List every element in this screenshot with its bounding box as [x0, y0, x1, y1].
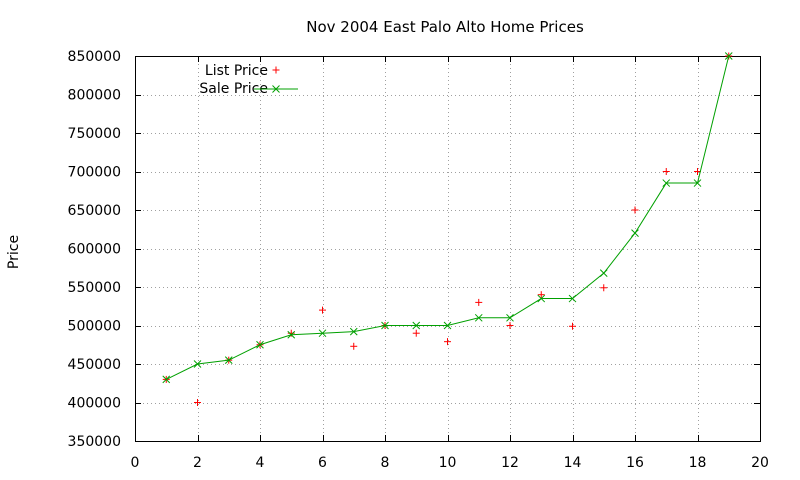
- data-point: [318, 329, 327, 338]
- data-point: [287, 330, 296, 339]
- x-tick-label: 12: [501, 455, 519, 471]
- data-point: [443, 321, 452, 330]
- data-point: [412, 321, 421, 330]
- data-point: [224, 356, 233, 365]
- series-list-price: [162, 52, 733, 406]
- data-point: [444, 338, 451, 346]
- y-tick-label: 750000: [68, 126, 121, 142]
- x-tick-label: 8: [381, 455, 390, 471]
- series-line: [166, 55, 730, 380]
- data-point: [193, 360, 202, 368]
- data-point: [631, 206, 639, 214]
- plot-frame: [135, 56, 761, 442]
- data-point: [474, 313, 483, 322]
- y-tick-labels: 350000 400000 450000 500000 550000 600000 6500…: [68, 49, 121, 450]
- data-point: [599, 269, 608, 277]
- data-point: [287, 329, 295, 337]
- x-tick-label: 16: [626, 455, 644, 471]
- y-tick-label: 800000: [68, 88, 121, 104]
- chart-title: Nov 2004 East Palo Alto Home Prices: [306, 18, 584, 36]
- grid: [135, 56, 760, 441]
- data-point: [256, 340, 264, 349]
- series-sale-price: [162, 52, 733, 384]
- data-point: [537, 291, 545, 299]
- legend-marker-sale-price: [254, 85, 298, 93]
- x-tick-label: 18: [689, 455, 707, 471]
- legend-label-sale-price: Sale Price: [199, 81, 268, 97]
- data-point: [349, 327, 358, 336]
- data-point: [350, 342, 358, 350]
- x-tick-label: 4: [256, 455, 265, 471]
- y-tick-label: 550000: [68, 280, 121, 296]
- data-point: [631, 229, 639, 237]
- legend-point: [272, 85, 280, 93]
- y-tick-label: 650000: [68, 203, 121, 219]
- x-tick-label: 20: [751, 455, 769, 471]
- y-tick-label: 850000: [68, 49, 121, 65]
- x-tick-labels: 0 2 4 6 8 10 12 14 16 18 20: [131, 455, 769, 471]
- axis-ticks: [135, 56, 761, 442]
- y-tick-label: 500000: [68, 319, 121, 335]
- y-tick-label: 450000: [68, 357, 121, 373]
- legend-label-list-price: List Price: [205, 63, 268, 79]
- data-point: [724, 52, 733, 60]
- y-tick-label: 600000: [68, 242, 121, 258]
- series: [162, 52, 733, 406]
- data-point: [506, 322, 514, 329]
- legend-marker-list-price: [272, 66, 280, 74]
- data-point: [537, 294, 546, 303]
- x-tick-label: 10: [439, 455, 457, 471]
- data-point: [662, 168, 670, 175]
- data-point: [194, 399, 201, 406]
- x-tick-label: 0: [131, 455, 140, 471]
- x-tick-label: 14: [564, 455, 582, 471]
- y-tick-label: 400000: [68, 396, 121, 412]
- data-point: [662, 179, 671, 187]
- x-tick-label: 6: [318, 455, 327, 471]
- data-point: [506, 313, 514, 322]
- y-axis-label: Price: [6, 235, 22, 269]
- data-point: [569, 322, 576, 330]
- data-point: [600, 284, 608, 292]
- legend: List Price Sale Price: [199, 63, 298, 97]
- data-point: [162, 375, 171, 384]
- y-tick-label: 700000: [68, 165, 121, 181]
- data-point: [475, 298, 483, 306]
- y-tick-label: 350000: [68, 434, 121, 450]
- legend-point: [272, 66, 280, 74]
- data-point: [693, 179, 702, 187]
- data-point: [568, 294, 577, 303]
- x-tick-label: 2: [193, 455, 202, 471]
- data-point: [319, 306, 326, 314]
- data-point: [381, 321, 389, 330]
- data-point: [412, 329, 420, 337]
